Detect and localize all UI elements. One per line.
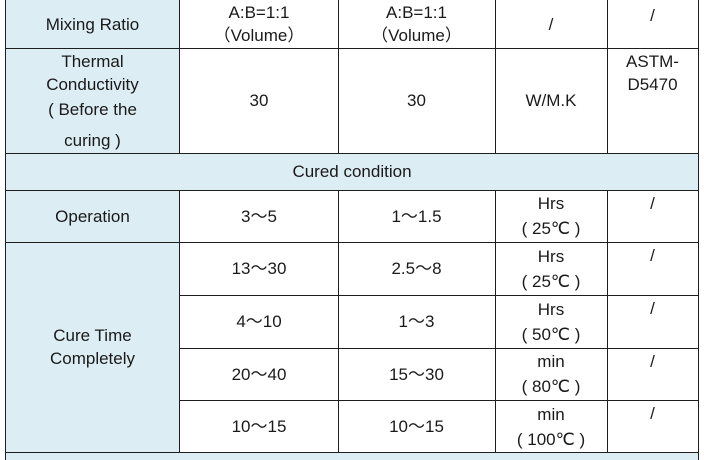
operation-standard-text: / bbox=[650, 194, 655, 213]
mixing-ratio-b-line-1: A:B=1:1 bbox=[386, 3, 447, 22]
cure-time-4-b-text: 10～15 bbox=[389, 417, 444, 436]
thermal-conductivity-unit-text: W/M.K bbox=[525, 91, 577, 110]
mixing-ratio-a-line-2: （Volume） bbox=[213, 26, 305, 45]
cure-time-2-unit-line-2: ( 50℃ ) bbox=[521, 324, 581, 344]
grid-line bbox=[179, 348, 698, 349]
cured-condition-header: Cured condition bbox=[6, 153, 698, 190]
label-cure-time-line-2: Completely bbox=[49, 349, 136, 368]
cured-condition-header-text: Cured condition bbox=[292, 162, 412, 181]
grid-line bbox=[6, 452, 698, 453]
thermal-conductivity-a: 30 bbox=[180, 48, 338, 153]
cure-time-4-a: 10～15 bbox=[180, 400, 338, 453]
cure-time-4-b: 10～15 bbox=[338, 400, 495, 453]
label-mixing-ratio-text: Mixing Ratio bbox=[45, 14, 140, 34]
mixing-ratio-standard: / bbox=[607, 0, 698, 48]
mixing-ratio-unit-text: / bbox=[548, 14, 554, 34]
cure-time-1-b: 2.5～8 bbox=[338, 242, 495, 295]
operation-unit-line-1: Hrs bbox=[537, 194, 565, 213]
grid-line bbox=[607, 0, 608, 153]
operation-a: 3～5 bbox=[180, 190, 338, 242]
operation-b-text: 1～1.5 bbox=[391, 206, 442, 226]
thermal-conductivity-a-text: 30 bbox=[249, 91, 269, 110]
cure-time-3-b-text: 15～30 bbox=[389, 364, 444, 384]
grid-line bbox=[6, 190, 698, 191]
cure-time-1-standard: / bbox=[607, 242, 698, 295]
mixing-ratio-b: A:B=1:1 （Volume） bbox=[338, 0, 495, 48]
operation-standard: / bbox=[607, 190, 698, 242]
cure-time-3-standard: / bbox=[607, 348, 698, 400]
mixing-ratio-b-line-2: （Volume） bbox=[371, 26, 462, 45]
cure-time-1-a-text: 13～30 bbox=[231, 259, 287, 278]
cure-time-3-unit: min ( 80℃ ) bbox=[495, 348, 607, 400]
cure-time-1-unit-line-2: ( 25℃ ) bbox=[521, 271, 581, 291]
cure-time-2-b-text: 1～3 bbox=[398, 312, 435, 331]
grid-line bbox=[607, 190, 608, 453]
thermal-conductivity-standard-line-1: ASTM- bbox=[626, 52, 679, 71]
grid-line bbox=[179, 295, 698, 296]
operation-unit-line-2: ( 25℃ ) bbox=[521, 219, 581, 238]
cure-time-3-standard-text: / bbox=[650, 352, 655, 371]
grid-line bbox=[698, 0, 699, 460]
cure-time-3-a-text: 20～40 bbox=[231, 364, 287, 384]
grid-line bbox=[6, 242, 698, 243]
cure-time-3-b: 15～30 bbox=[338, 348, 495, 400]
operation-a-text: 3～5 bbox=[241, 206, 277, 226]
cure-time-4-a-text: 10～15 bbox=[231, 417, 287, 436]
mixing-ratio-unit: / bbox=[495, 0, 607, 48]
cure-time-3-unit-line-2: ( 80℃ ) bbox=[521, 377, 581, 396]
cure-time-3-unit-line-1: min bbox=[537, 352, 565, 371]
mixing-ratio-standard-text: / bbox=[650, 6, 655, 25]
grid-line bbox=[6, 48, 698, 49]
label-operation-text: Operation bbox=[55, 206, 130, 226]
cure-time-2-standard-text: / bbox=[650, 299, 655, 318]
label-thermal-line-1: Thermal bbox=[61, 51, 124, 71]
grid-line bbox=[338, 0, 339, 153]
label-cure-time-line-1: Cure Time bbox=[53, 326, 132, 345]
label-thermal-line-3: ( Before the bbox=[48, 99, 137, 119]
cure-time-2-unit-line-1: Hrs bbox=[537, 299, 565, 319]
cure-time-2-standard: / bbox=[607, 295, 698, 348]
grid-line bbox=[6, 153, 698, 154]
label-thermal-line-2: Conductivity bbox=[46, 74, 139, 94]
thermal-conductivity-b: 30 bbox=[338, 48, 495, 153]
thermal-conductivity-b-text: 30 bbox=[407, 91, 426, 110]
thermal-conductivity-unit: W/M.K bbox=[495, 48, 607, 153]
operation-unit: Hrs ( 25℃ ) bbox=[495, 190, 607, 242]
thermal-conductivity-standard-line-2: D5470 bbox=[627, 75, 678, 94]
grid-line bbox=[179, 400, 698, 401]
cure-time-2-unit: Hrs ( 50℃ ) bbox=[495, 295, 607, 348]
cure-time-2-a-text: 4～10 bbox=[236, 312, 282, 331]
grid-line bbox=[495, 0, 496, 153]
cure-time-4-standard: / bbox=[607, 400, 698, 453]
cure-time-4-unit-line-1: min bbox=[537, 404, 565, 424]
cure-time-3-a: 20～40 bbox=[180, 348, 338, 400]
label-thermal-conductivity: Thermal Conductivity ( Before the curing… bbox=[6, 48, 179, 153]
grid-line bbox=[179, 190, 180, 453]
label-operation: Operation bbox=[6, 190, 179, 242]
cure-time-1-a: 13～30 bbox=[180, 242, 338, 295]
cure-time-2-b: 1～3 bbox=[338, 295, 495, 348]
cure-time-1-standard-text: / bbox=[650, 246, 655, 265]
next-row-strip bbox=[6, 453, 698, 460]
grid-line bbox=[179, 0, 180, 153]
cure-time-4-standard-text: / bbox=[650, 404, 655, 423]
thermal-conductivity-standard: ASTM- D5470 bbox=[607, 48, 698, 153]
cure-time-1-b-text: 2.5～8 bbox=[391, 259, 442, 278]
grid-line bbox=[5, 0, 6, 460]
grid-line bbox=[338, 190, 339, 453]
grid-line bbox=[495, 190, 496, 453]
cure-time-4-unit: min ( 100℃ ) bbox=[495, 400, 607, 453]
cure-time-1-unit: Hrs ( 25℃ ) bbox=[495, 242, 607, 295]
label-mixing-ratio: Mixing Ratio bbox=[6, 0, 179, 48]
mixing-ratio-a-line-1: A:B=1:1 bbox=[228, 3, 290, 22]
label-cure-time: Cure Time Completely bbox=[6, 242, 179, 452]
cure-time-2-a: 4～10 bbox=[180, 295, 338, 348]
mixing-ratio-a: A:B=1:1 （Volume） bbox=[180, 0, 338, 48]
cure-time-4-unit-line-2: ( 100℃ ) bbox=[516, 429, 586, 449]
cure-time-1-unit-line-1: Hrs bbox=[537, 246, 565, 266]
label-thermal-line-4: curing ) bbox=[64, 130, 121, 150]
operation-b: 1～1.5 bbox=[338, 190, 495, 242]
